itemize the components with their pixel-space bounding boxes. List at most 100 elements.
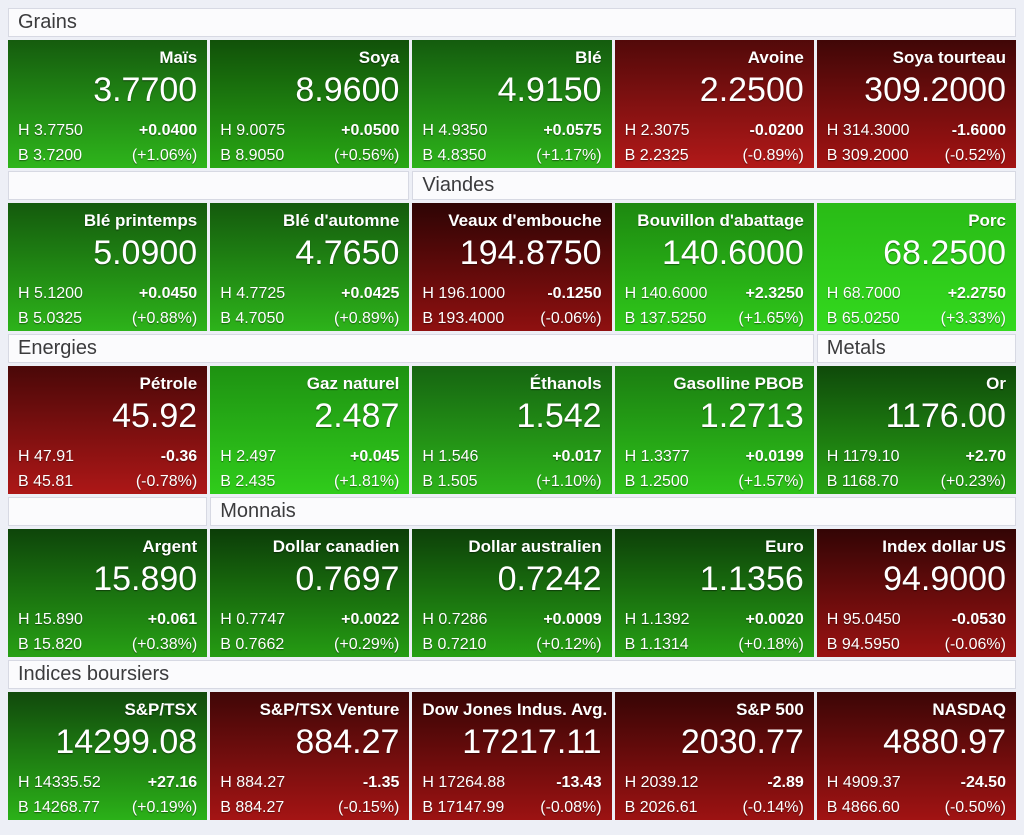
low-value: 2.435	[235, 473, 276, 490]
instrument-name: Or	[986, 374, 1006, 393]
change-value: +0.0400	[138, 122, 198, 139]
high-value: 314.3000	[842, 122, 910, 139]
instrument-name: Bouvillon d'abattage	[637, 211, 804, 230]
section-title: Metals	[826, 337, 886, 359]
low-value: 1.2500	[639, 473, 689, 490]
low-label: B	[422, 147, 434, 164]
section-title: Grains	[18, 11, 77, 33]
quote-tile[interactable]: Dollar australien 0.7242 H 0.7286 +0.000…	[412, 529, 612, 657]
change-value: +2.3250	[745, 285, 804, 302]
change-value: +0.045	[350, 448, 400, 465]
low-percent-row: B 1.505 (+1.10%)	[422, 469, 601, 494]
instrument-name: Gaz naturel	[306, 374, 400, 393]
instrument-name: Blé printemps	[83, 211, 198, 230]
quote-tile[interactable]: Veaux d'embouche 194.8750 H 196.1000 -0.…	[412, 203, 612, 331]
low-group: B 2026.61	[625, 795, 698, 820]
high-group: H 1179.10	[827, 444, 900, 469]
high-change-row: H 884.27 -1.35	[220, 770, 399, 795]
high-value: 0.7747	[236, 611, 286, 628]
quote-tile[interactable]: S&P/TSX Venture 884.27 H 884.27 -1.35 B …	[210, 692, 410, 820]
low-label: B	[826, 310, 838, 327]
low-label: B	[220, 310, 231, 327]
high-change-row: H 2.497 +0.045	[220, 444, 399, 469]
low-group: B 1.1314	[625, 632, 689, 657]
quote-tile[interactable]: Or 1176.00 H 1179.10 +2.70 B 1168.70 (+0…	[816, 366, 1016, 494]
low-percent-row: B 137.5250 (+1.65%)	[625, 306, 804, 331]
low-percent-row: B 94.5950 (-0.06%)	[827, 632, 1006, 657]
change-percent: (+0.38%)	[131, 636, 198, 653]
low-label: B	[826, 636, 838, 653]
quote-tile[interactable]: Blé 4.9150 H 4.9350 +0.0575 B 4.8350 (+1…	[412, 40, 612, 168]
quote-tile[interactable]: Gasolline PBOB 1.2713 H 1.3377 +0.0199 B…	[614, 366, 814, 494]
quote-tile[interactable]: Soya 8.9600 H 9.0075 +0.0500 B 8.9050 (+…	[210, 40, 410, 168]
low-group: B 4866.60	[827, 795, 900, 820]
low-group: B 137.5250	[625, 306, 707, 331]
quote-tile[interactable]: Maïs 3.7700 H 3.7750 +0.0400 B 3.7200 (+…	[8, 40, 208, 168]
quote-tile[interactable]: Blé printemps 5.0900 H 5.1200 +0.0450 B …	[8, 203, 208, 331]
low-percent-row: B 5.0325 (+0.88%)	[18, 306, 197, 331]
low-group: B 17147.99	[422, 795, 504, 820]
change-percent: (-0.14%)	[742, 799, 804, 816]
low-value: 0.7210	[437, 636, 487, 653]
change-value: +0.0020	[745, 611, 804, 628]
instrument-name: Maïs	[159, 48, 198, 67]
low-group: B 4.7050	[220, 306, 284, 331]
low-group: B 3.7200	[18, 143, 82, 168]
change-value: +0.061	[147, 611, 198, 628]
low-value: 4.8350	[437, 147, 487, 164]
last-price: 140.6000	[661, 234, 804, 272]
low-label: B	[18, 310, 29, 327]
high-group: H 140.6000	[625, 281, 708, 306]
low-label: B	[220, 473, 231, 490]
quote-tile[interactable]: NASDAQ 4880.97 H 4909.37 -24.50 B 4866.6…	[816, 692, 1016, 820]
change-percent: (+1.65%)	[738, 310, 804, 327]
quote-tile[interactable]: Porc 68.2500 H 68.7000 +2.2750 B 65.0250…	[816, 203, 1016, 331]
change-percent: (+3.33%)	[940, 310, 1006, 327]
high-value: 47.91	[34, 448, 75, 465]
high-change-row: H 3.7750 +0.0400	[18, 118, 197, 143]
instrument-name: Dollar canadien	[272, 537, 400, 556]
change-percent: (+0.29%)	[334, 636, 400, 653]
quote-tile[interactable]: Euro 1.1356 H 1.1392 +0.0020 B 1.1314 (+…	[614, 529, 814, 657]
change-value: +0.0009	[543, 611, 602, 628]
change-value: +2.70	[965, 448, 1006, 465]
quote-tile[interactable]: Pétrole 45.92 H 47.91 -0.36 B 45.81 (-0.…	[8, 366, 208, 494]
quote-tile[interactable]: Blé d'automne 4.7650 H 4.7725 +0.0425 B …	[210, 203, 410, 331]
quote-tile[interactable]: S&P 500 2030.77 H 2039.12 -2.89 B 2026.6…	[614, 692, 814, 820]
quote-tile[interactable]: Bouvillon d'abattage 140.6000 H 140.6000…	[614, 203, 814, 331]
change-value: +27.16	[147, 774, 198, 791]
high-value: 4.7725	[236, 285, 286, 302]
low-label: B	[18, 147, 29, 164]
high-value: 1179.10	[842, 448, 900, 465]
low-value: 1.1314	[639, 636, 689, 653]
high-value: 2.3075	[640, 122, 690, 139]
low-percent-row: B 0.7210 (+0.12%)	[422, 632, 601, 657]
quote-tile[interactable]: Argent 15.890 H 15.890 +0.061 B 15.820 (…	[8, 529, 208, 657]
low-label: B	[220, 147, 231, 164]
high-change-row: H 0.7286 +0.0009	[422, 607, 601, 632]
last-price: 4.9150	[497, 71, 602, 109]
quote-tile[interactable]: S&P/TSX 14299.08 H 14335.52 +27.16 B 142…	[8, 692, 208, 820]
change-value: -1.6000	[951, 122, 1006, 139]
quote-tile[interactable]: Soya tourteau 309.2000 H 314.3000 -1.600…	[816, 40, 1016, 168]
quote-tile[interactable]: Dow Jones Indus. Avg. 17217.11 H 17264.8…	[412, 692, 612, 820]
quote-tile[interactable]: Éthanols 1.542 H 1.546 +0.017 B 1.505 (+…	[412, 366, 612, 494]
low-group: B 1168.70	[827, 469, 899, 494]
high-label: H	[826, 774, 839, 791]
change-percent: (+0.23%)	[940, 473, 1006, 490]
quote-tile[interactable]: Dollar canadien 0.7697 H 0.7747 +0.0022 …	[210, 529, 410, 657]
quote-tile[interactable]: Avoine 2.2500 H 2.3075 -0.0200 B 2.2325 …	[614, 40, 814, 168]
quote-tile[interactable]: Gaz naturel 2.487 H 2.497 +0.045 B 2.435…	[210, 366, 410, 494]
low-value: 1.505	[437, 473, 478, 490]
section-title: Indices boursiers	[18, 663, 170, 685]
high-value: 14335.52	[34, 774, 101, 791]
low-percent-row: B 4.7050 (+0.89%)	[220, 306, 399, 331]
low-value: 8.9050	[235, 147, 285, 164]
low-value: 4866.60	[841, 799, 900, 816]
low-group: B 8.9050	[220, 143, 284, 168]
section-header	[8, 497, 208, 526]
change-percent: (-0.52%)	[944, 147, 1006, 164]
instrument-name: S&P/TSX Venture	[259, 700, 400, 719]
quote-tile[interactable]: Index dollar US 94.9000 H 95.0450 -0.053…	[816, 529, 1016, 657]
high-label: H	[624, 611, 637, 628]
